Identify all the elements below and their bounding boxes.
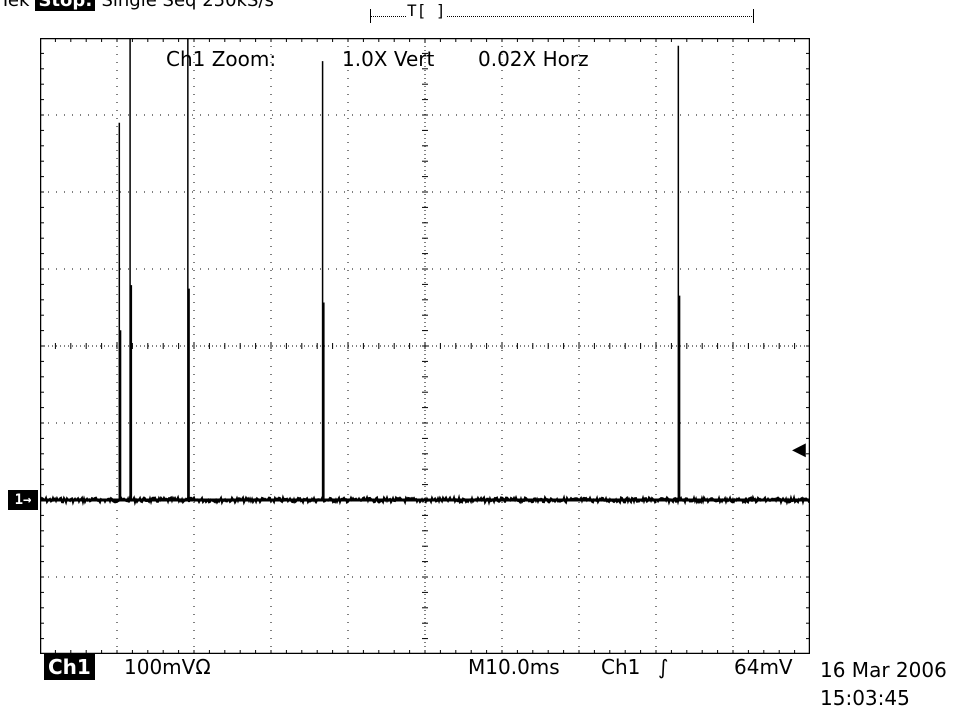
zoom-vertical: 1.0X Vert — [342, 47, 435, 71]
scope-graticule — [40, 38, 810, 654]
channel-ground-marker: 1→ — [8, 490, 38, 510]
datetime-stamp: 16 Mar 2006 15:03:45 — [820, 656, 947, 712]
zoom-horizontal: 0.02X Horz — [478, 47, 589, 71]
trigger-slope-icon: ∫ — [658, 655, 669, 679]
trigger-level-icon: ◀ — [792, 439, 806, 460]
trigger-position-marker: T[ ] — [406, 1, 447, 20]
trigger-level-value: 64mV — [734, 655, 793, 679]
date-label: 16 Mar 2006 — [820, 658, 947, 682]
trigger-source: Ch1 — [601, 655, 641, 679]
volts-per-div: 100mVΩ — [124, 655, 211, 679]
run-state-badge: Stop: — [35, 0, 96, 11]
time-label: 15:03:45 — [820, 686, 910, 710]
timebase-readout: M10.0ms — [468, 655, 560, 679]
top-status-bar: Tek Stop: Single Seq 250kS/s — [0, 0, 274, 12]
channel-indicator: Ch1 — [44, 654, 95, 680]
brand-label: Tek — [0, 0, 30, 11]
sample-rate: 250kS/s — [202, 0, 274, 11]
zoom-label: Ch1 Zoom: — [166, 47, 277, 71]
zoom-info: Ch1 Zoom: 1.0X Vert 0.02X Horz — [166, 46, 589, 72]
acquisition-mode: Single Seq — [101, 0, 197, 11]
trigger-position-bar: T[ ] — [370, 3, 754, 23]
graticule-grid — [40, 38, 810, 654]
